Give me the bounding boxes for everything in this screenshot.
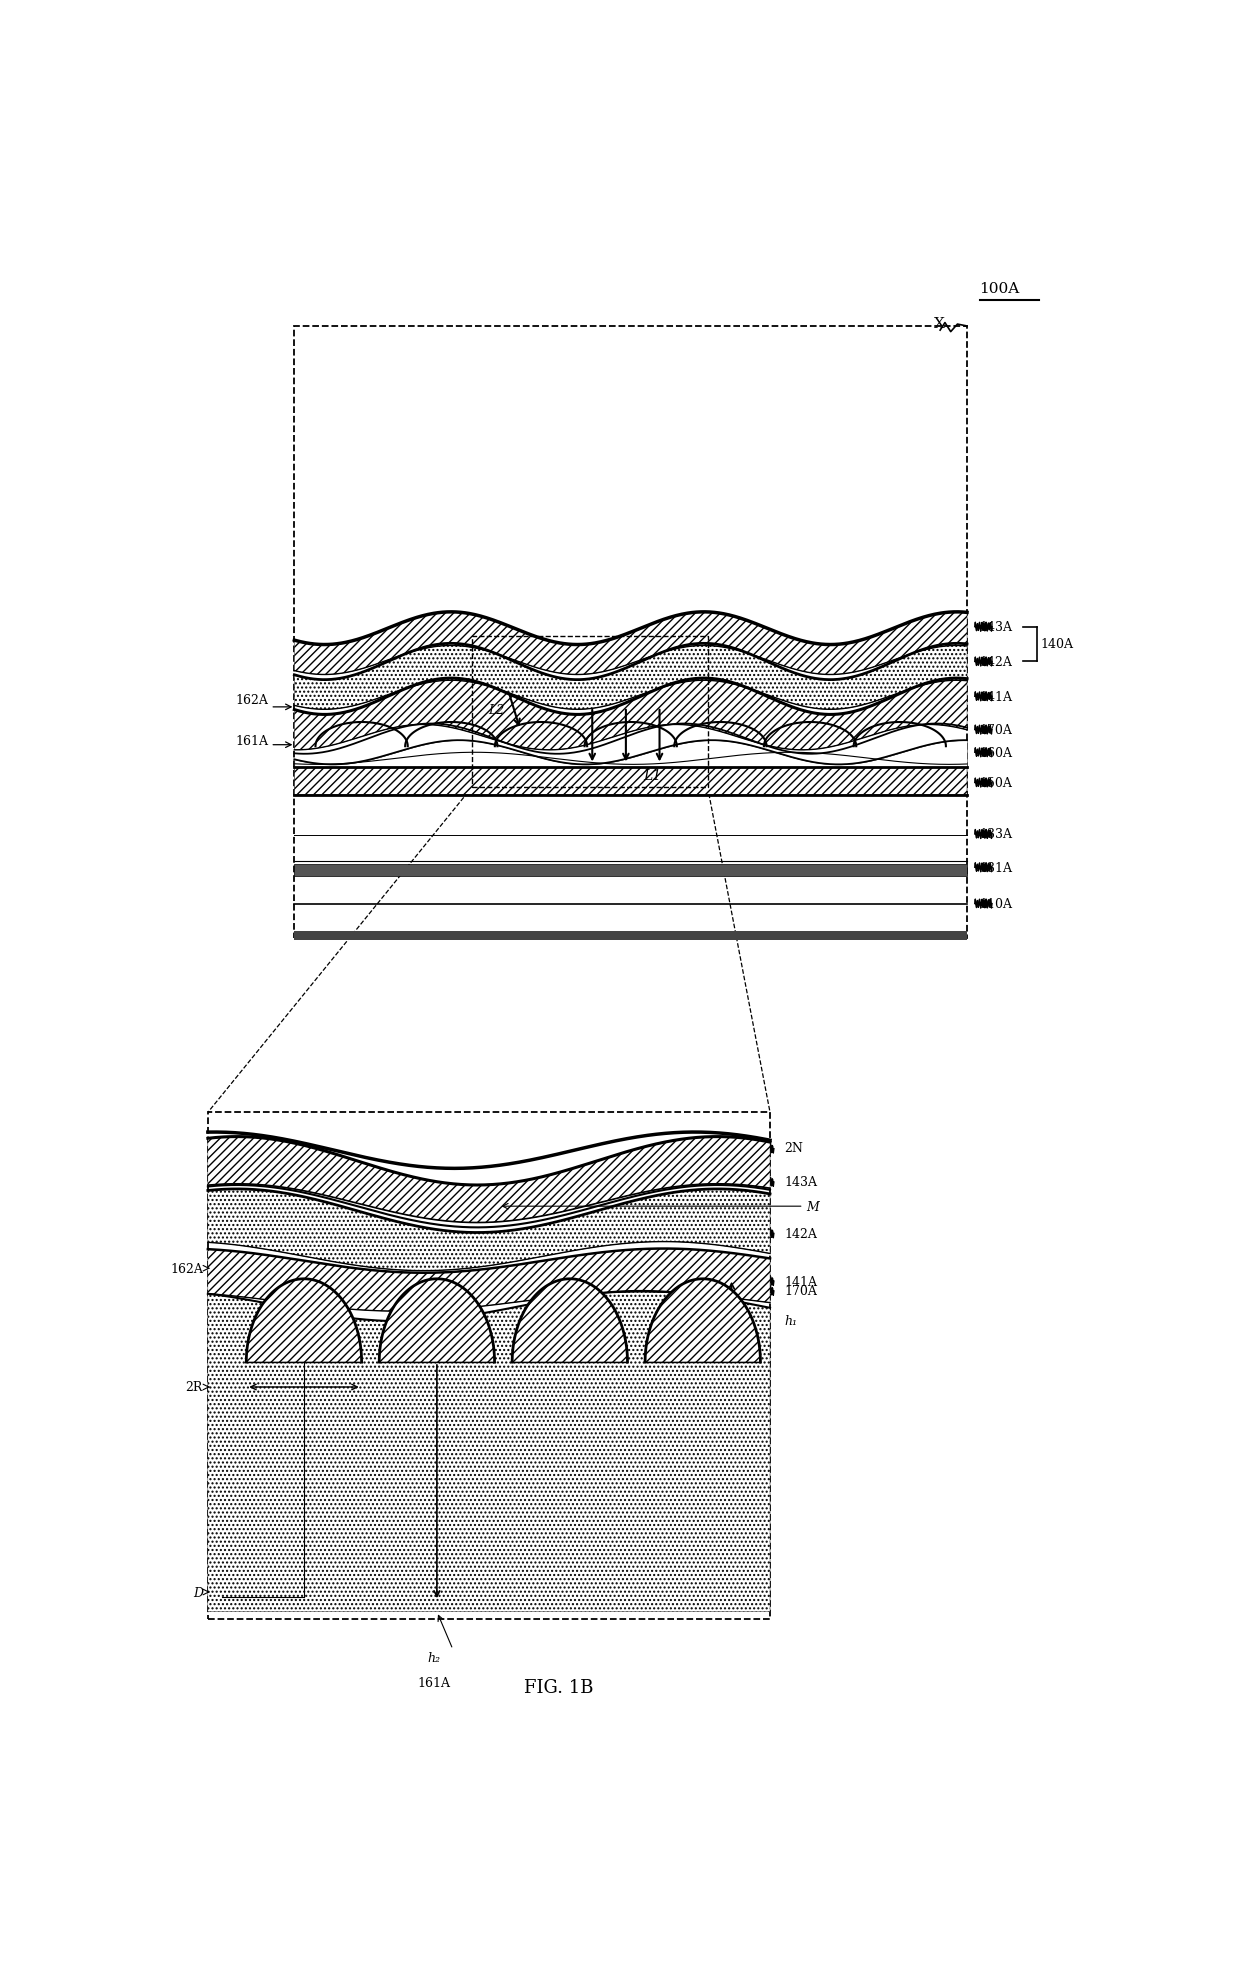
Text: 160A: 160A <box>980 746 1013 760</box>
Text: h₂: h₂ <box>428 1650 440 1664</box>
Bar <box>208 1114 770 1620</box>
Text: 150A: 150A <box>980 776 1012 790</box>
Polygon shape <box>294 613 967 676</box>
Text: 140A: 140A <box>1040 638 1073 650</box>
Text: L2: L2 <box>489 703 505 717</box>
Text: 133A: 133A <box>980 829 1013 841</box>
Text: 2R: 2R <box>186 1381 203 1394</box>
Bar <box>472 636 708 788</box>
Text: M: M <box>806 1200 820 1214</box>
Text: 141A: 141A <box>980 691 1013 703</box>
Text: L1: L1 <box>644 768 661 782</box>
Text: 142A: 142A <box>980 656 1012 668</box>
Text: 161A: 161A <box>417 1677 450 1689</box>
Text: 143A: 143A <box>980 621 1013 634</box>
Text: X: X <box>934 316 945 330</box>
Text: h₁: h₁ <box>785 1314 797 1328</box>
Text: 110A: 110A <box>980 898 1013 911</box>
Text: 100A: 100A <box>980 283 1019 297</box>
Text: 141A: 141A <box>785 1275 817 1288</box>
Polygon shape <box>208 1190 770 1271</box>
Polygon shape <box>247 1279 362 1363</box>
Polygon shape <box>208 1249 770 1312</box>
Polygon shape <box>294 644 967 709</box>
Polygon shape <box>512 1279 627 1363</box>
Bar <box>294 326 967 939</box>
Text: 170A: 170A <box>785 1284 817 1298</box>
Text: FIG. 1B: FIG. 1B <box>523 1679 594 1697</box>
Text: 162A: 162A <box>170 1263 203 1275</box>
Text: 161A: 161A <box>236 735 268 746</box>
Text: 170A: 170A <box>980 723 1012 736</box>
Text: 131A: 131A <box>980 862 1013 874</box>
Text: 142A: 142A <box>785 1228 817 1241</box>
Polygon shape <box>379 1279 495 1363</box>
Text: 2N: 2N <box>785 1141 804 1155</box>
Text: 143A: 143A <box>785 1176 817 1188</box>
Polygon shape <box>294 680 967 750</box>
Text: 162A: 162A <box>236 693 268 707</box>
Text: D: D <box>193 1585 203 1599</box>
Polygon shape <box>208 1137 770 1224</box>
Polygon shape <box>645 1279 760 1363</box>
